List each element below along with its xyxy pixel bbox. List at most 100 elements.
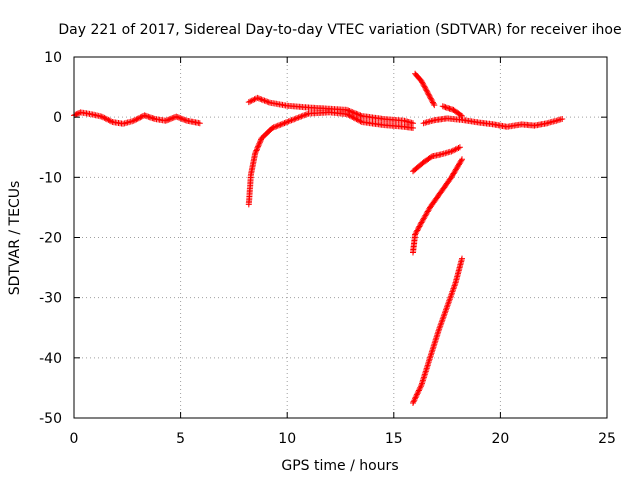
data-point — [98, 113, 105, 120]
data-point — [273, 123, 280, 130]
y-tick-label: 0 — [53, 110, 62, 126]
data-point — [422, 84, 429, 91]
data-point — [559, 116, 566, 122]
data-point — [428, 154, 434, 161]
data-point — [428, 96, 435, 103]
data-point — [411, 397, 418, 404]
data-point — [177, 115, 184, 122]
data-point — [100, 114, 106, 121]
data-point — [298, 113, 305, 120]
data-point — [136, 115, 142, 122]
data-point — [102, 115, 109, 122]
data-point — [256, 139, 263, 146]
data-point — [252, 148, 259, 155]
y-tick-label: 10 — [44, 50, 62, 66]
data-point — [350, 114, 357, 121]
data-point — [345, 111, 352, 118]
data-point — [245, 99, 252, 106]
data-point — [181, 116, 188, 123]
x-tick-label: 25 — [598, 431, 616, 447]
y-tick-label: -10 — [39, 170, 62, 186]
data-point — [248, 97, 255, 104]
series-arc-6 — [439, 103, 465, 119]
data-point — [431, 102, 438, 109]
data-point — [421, 83, 428, 90]
data-point — [459, 255, 465, 262]
y-tick-label: -30 — [39, 291, 62, 307]
data-point — [410, 125, 416, 131]
data-point — [419, 79, 426, 86]
data-point — [255, 143, 262, 150]
data-point — [410, 398, 417, 405]
data-point — [132, 117, 138, 124]
data-point — [413, 393, 420, 399]
x-tick-label: 5 — [176, 431, 185, 447]
data-point — [451, 147, 458, 154]
data-point — [258, 96, 265, 103]
data-point — [456, 144, 463, 151]
data-point — [410, 400, 416, 406]
data-point — [138, 113, 145, 120]
data-point — [105, 116, 112, 123]
data-point — [417, 383, 424, 390]
data-point — [256, 140, 263, 147]
data-point — [130, 117, 137, 124]
data-point — [357, 112, 364, 119]
x-tick-label: 20 — [491, 431, 509, 447]
data-point — [418, 78, 425, 85]
data-point — [425, 91, 432, 98]
data-point — [254, 144, 261, 151]
data-point — [108, 118, 114, 125]
data-point — [252, 150, 259, 157]
data-point — [414, 227, 421, 234]
series-arc-5 — [420, 115, 566, 130]
data-point — [291, 116, 298, 123]
series-arc-3 — [245, 109, 416, 208]
x-tick-label: 10 — [278, 431, 296, 447]
data-point — [255, 142, 262, 149]
series-arc-4 — [412, 70, 438, 109]
data-point — [354, 111, 361, 118]
series-arc-9 — [410, 255, 465, 406]
data-point — [430, 100, 437, 107]
data-point — [168, 115, 174, 122]
data-point — [413, 391, 420, 398]
data-point — [352, 115, 358, 122]
data-point — [281, 120, 288, 127]
data-point — [346, 112, 353, 119]
data-point — [196, 120, 203, 127]
data-point — [343, 111, 350, 118]
data-point — [302, 111, 309, 118]
data-point — [269, 125, 276, 131]
data-point — [412, 231, 419, 238]
data-point — [458, 157, 465, 164]
data-point — [356, 117, 363, 124]
data-point — [459, 113, 465, 119]
data-point — [295, 114, 302, 121]
data-point — [415, 387, 422, 394]
y-axis-label: SDTVAR / TECUs — [7, 181, 23, 296]
data-point — [255, 95, 262, 102]
data-point — [424, 90, 431, 97]
y-tick-label: -20 — [39, 231, 62, 247]
data-point — [104, 116, 110, 123]
series-arc-8 — [410, 156, 465, 256]
data-point — [251, 96, 258, 103]
data-point — [284, 119, 291, 125]
x-tick-label: 0 — [70, 431, 79, 447]
data-point — [427, 95, 434, 102]
data-point — [416, 386, 423, 393]
data-point — [250, 97, 257, 103]
data-point — [101, 114, 108, 121]
data-point — [459, 156, 465, 163]
data-point — [276, 122, 283, 129]
axes: 0 5 10 15 20 25 10 0 -10 -20 -30 -40 -50 — [39, 50, 616, 447]
data-point — [452, 146, 459, 153]
data-point — [134, 115, 141, 122]
x-tick-label: 15 — [385, 431, 403, 447]
data-point — [253, 147, 260, 154]
series-arc-7 — [410, 144, 463, 175]
data-point — [415, 388, 422, 395]
data-point — [457, 112, 464, 119]
